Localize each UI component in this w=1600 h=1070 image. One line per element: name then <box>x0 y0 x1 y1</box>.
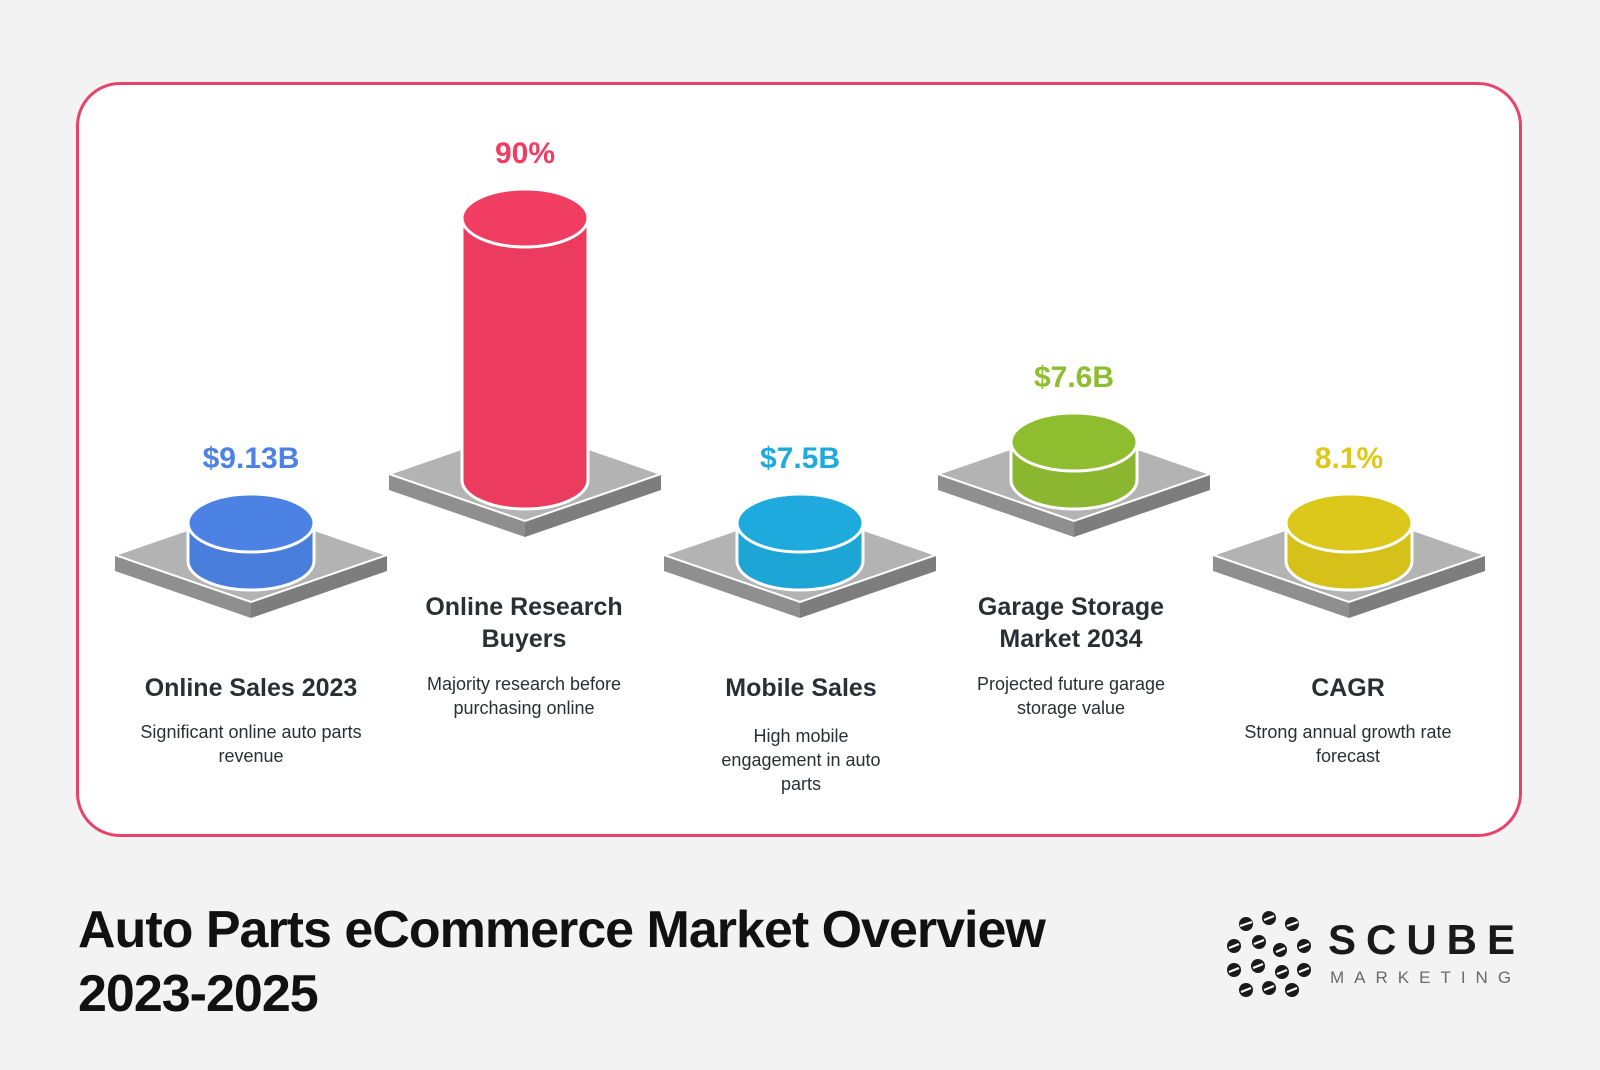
logo-name: SCUBE <box>1328 916 1526 963</box>
item-label-mobile-sales: Mobile Sales <box>725 674 877 702</box>
item-label-online-research: Online Research Buyers <box>425 593 623 653</box>
value-label: $7.6B <box>1034 361 1114 394</box>
page-title-line2: 2023-2025 <box>78 965 319 1023</box>
page-title: Auto Parts eCommerce Market Overview 202… <box>78 898 1178 1026</box>
item-label-online-sales: Online Sales 2023 <box>144 674 358 702</box>
logo-sub: MARKETING <box>1330 968 1522 987</box>
value-label: $9.13B <box>203 442 300 475</box>
cylinder-top <box>735 492 865 554</box>
cylinder-top <box>1009 411 1139 473</box>
item-desc-mobile-sales: High mobile engagement in auto parts <box>721 726 881 794</box>
cylinder-top <box>1284 492 1414 554</box>
value-label: 90% <box>495 137 555 170</box>
platform-side-right <box>800 555 936 618</box>
brand-logo: SCUBE MARKETING <box>1224 910 1524 1000</box>
platform-side-right <box>1349 555 1485 618</box>
item-desc-garage-storage: Projected future garage storage value <box>976 674 1166 718</box>
platform-side-left <box>389 474 525 537</box>
scube-dots-icon <box>1227 911 1311 997</box>
cylinder-body <box>460 216 590 511</box>
chart-panel <box>76 82 1522 837</box>
platform-side-right <box>525 474 661 537</box>
cylinder-top <box>186 492 316 554</box>
item-label-cagr: CAGR <box>1311 674 1385 702</box>
platform-side-left <box>938 474 1074 537</box>
item-desc-cagr: Strong annual growth rate forecast <box>1244 722 1452 766</box>
platform-side-left <box>115 555 251 618</box>
platform-side-left <box>664 555 800 618</box>
value-label: $7.5B <box>760 442 840 475</box>
cylinder-top <box>460 187 590 249</box>
item-label-garage-storage: Garage Storage Market 2034 <box>977 593 1165 653</box>
value-label: 8.1% <box>1315 442 1383 475</box>
platform-side-right <box>1074 474 1210 537</box>
platform-side-left <box>1213 555 1349 618</box>
page-title-line1: Auto Parts eCommerce Market Overview <box>78 901 1046 959</box>
item-desc-online-sales: Significant online auto parts revenue <box>140 722 362 766</box>
platform-side-right <box>251 555 387 618</box>
item-desc-online-research: Majority research before purchasing onli… <box>426 674 622 718</box>
